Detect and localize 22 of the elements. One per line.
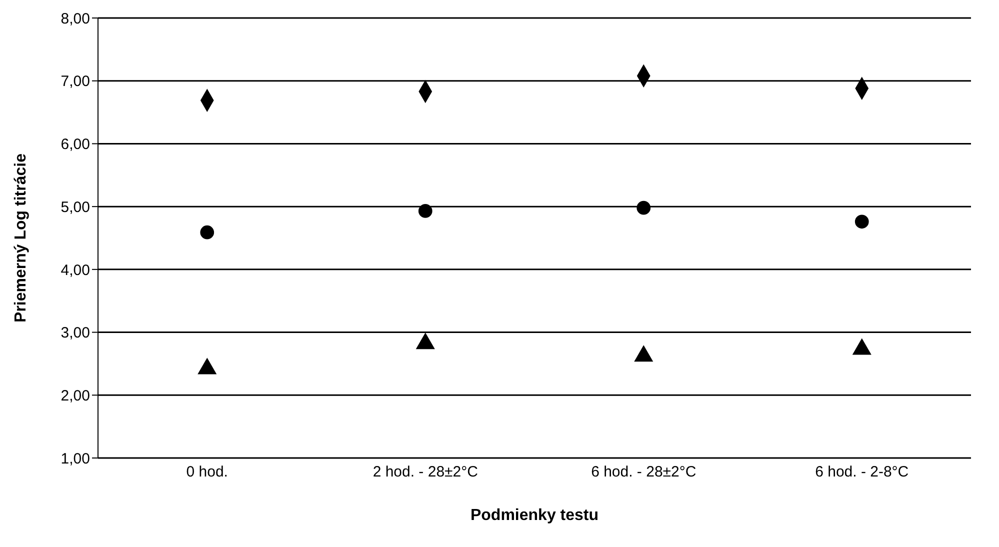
y-tick-label: 7,00: [60, 73, 90, 90]
y-tick-label: 5,00: [60, 198, 90, 216]
point: [634, 346, 653, 362]
y-tick-label: 1,00: [60, 450, 90, 468]
point: [200, 225, 214, 240]
y-axis-title: Priemerný Log titrácie: [12, 153, 30, 322]
y-tick-label: 2,00: [60, 387, 90, 404]
x-tick-label: 6 hod. - 28±2°C: [591, 464, 696, 481]
y-tick-label: 4,00: [60, 262, 90, 279]
y-tick-label: 3,00: [60, 324, 90, 342]
x-tick-label: 0 hod.: [186, 464, 228, 481]
x-axis-title: Podmienky testu: [470, 507, 599, 524]
point: [416, 333, 435, 350]
y-tick-label: 8,00: [60, 10, 90, 28]
point: [852, 338, 872, 355]
point: [854, 214, 869, 229]
point: [418, 204, 432, 218]
point: [636, 200, 651, 215]
x-tick-label: 6 hod. - 2-8°C: [815, 464, 909, 481]
x-tick-label: 2 hod. - 28±2°C: [372, 464, 478, 481]
point: [198, 358, 216, 374]
y-tick-label: 6,00: [60, 136, 90, 154]
